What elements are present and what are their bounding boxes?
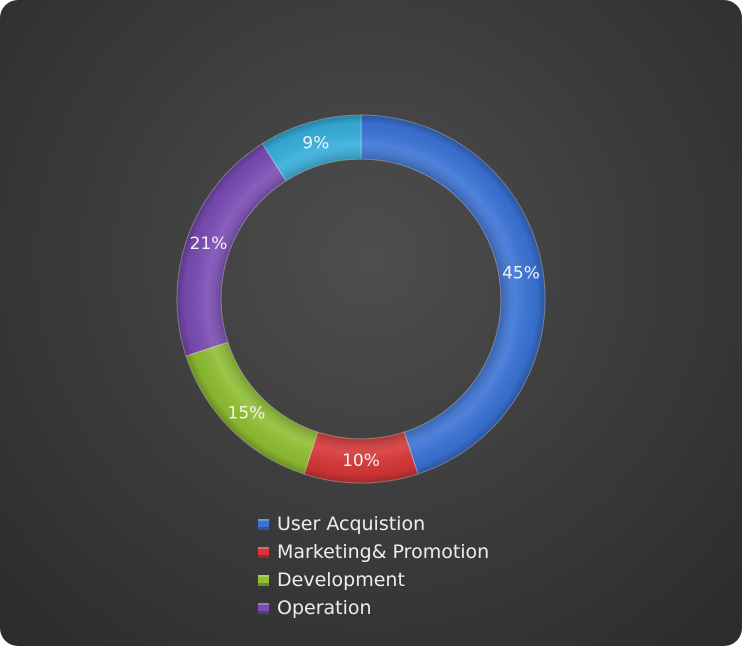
legend-swatch-user-acquistion bbox=[258, 518, 269, 530]
legend-entry-user-acquistion: User Acquistion bbox=[258, 510, 558, 538]
data-label-slice-5: 9% bbox=[302, 133, 329, 153]
data-label-operation: 21% bbox=[190, 234, 228, 254]
legend-label-user-acquistion: User Acquistion bbox=[277, 513, 426, 535]
legend-entry-development: Development bbox=[258, 566, 558, 594]
data-label-user-acquistion: 45% bbox=[502, 264, 540, 284]
legend-swatch-marketing-promotion bbox=[258, 546, 269, 558]
donut-slices bbox=[176, 114, 546, 484]
legend-label-marketing-promotion: Marketing& Promotion bbox=[277, 541, 490, 563]
donut-slice-user-acquistion bbox=[360, 114, 546, 475]
data-label-marketing-promotion: 10% bbox=[342, 451, 380, 471]
legend-swatch-development bbox=[258, 574, 269, 586]
data-label-development: 15% bbox=[228, 404, 266, 424]
legend-entry-operation: Operation bbox=[258, 594, 558, 622]
donut-data-labels: 45% 10% 15% 21% 9% bbox=[190, 133, 540, 471]
legend-label-development: Development bbox=[277, 569, 405, 591]
legend-swatch-operation bbox=[258, 602, 269, 614]
legend-entry-marketing-promotion: Marketing& Promotion bbox=[258, 538, 558, 566]
legend-label-operation: Operation bbox=[277, 597, 372, 619]
legend: User Acquistion Marketing& Promotion Dev… bbox=[258, 510, 558, 622]
